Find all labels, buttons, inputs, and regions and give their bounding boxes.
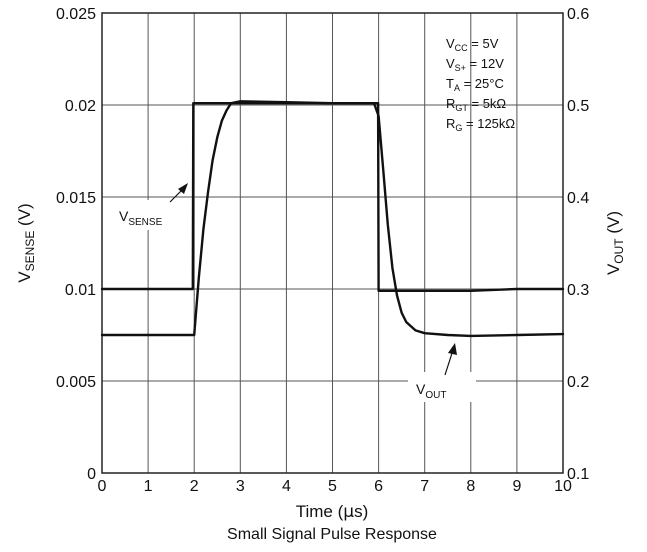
vsense-callout: VSENSE bbox=[112, 183, 188, 230]
x-tick-label: 5 bbox=[328, 478, 337, 495]
x-axis-title: Time (µs) bbox=[296, 502, 369, 522]
y-right-tick-label: 0.4 bbox=[567, 190, 589, 207]
y-axis-left-title: VSENSE (V) bbox=[15, 203, 37, 282]
x-tick-label: 0 bbox=[98, 478, 107, 495]
x-tick-label: 10 bbox=[554, 478, 572, 495]
condition-line: VS+ = 12V bbox=[446, 56, 504, 73]
vout-arrow-line bbox=[444, 349, 454, 376]
x-tick-label: 3 bbox=[236, 478, 245, 495]
y-left-tick-label: 0 bbox=[87, 466, 96, 483]
vout-arrow-head bbox=[448, 343, 457, 355]
x-tick-label: 9 bbox=[512, 478, 521, 495]
y-left-tick-label: 0.015 bbox=[56, 190, 96, 207]
tick-labels: 0 1 2 3 4 5 6 7 8 9 10 0 0.005 0.01 0.015 0.02 0.025 0.1 0… bbox=[56, 6, 589, 495]
y-right-tick-label: 0.2 bbox=[567, 374, 589, 391]
series-group bbox=[100, 100, 565, 338]
condition-line: RG = 125kΩ bbox=[446, 116, 515, 133]
x-tick-label: 7 bbox=[420, 478, 429, 495]
vout-callout-label: VOUT bbox=[416, 381, 446, 401]
y-left-tick-label: 0.01 bbox=[65, 282, 96, 299]
x-tick-label: 4 bbox=[282, 478, 291, 495]
y-right-tick-label: 0.1 bbox=[567, 466, 589, 483]
chart-caption: Small Signal Pulse Response bbox=[227, 526, 437, 543]
vout-callout: VOUT bbox=[408, 343, 476, 402]
x-tick-label: 8 bbox=[466, 478, 475, 495]
y-axis-right-title: VOUT (V) bbox=[604, 211, 626, 275]
vsense-arrow-head bbox=[178, 183, 188, 194]
y-right-tick-label: 0.6 bbox=[567, 6, 589, 23]
x-tick-label: 1 bbox=[144, 478, 153, 495]
vsense-callout-label: VSENSE bbox=[119, 208, 163, 228]
y-left-tick-label: 0.02 bbox=[65, 98, 96, 115]
y-right-tick-label: 0.3 bbox=[567, 282, 589, 299]
series-line-vout bbox=[100, 100, 565, 338]
vout-callout-bg bbox=[408, 372, 476, 402]
y-left-tick-label: 0.005 bbox=[56, 374, 96, 391]
x-tick-label: 6 bbox=[374, 478, 383, 495]
x-tick-label: 2 bbox=[190, 478, 199, 495]
condition-line: TA = 25°C bbox=[446, 76, 504, 93]
vsense-callout-bg bbox=[112, 200, 180, 230]
condition-line: VCC = 5V bbox=[446, 36, 499, 53]
plot-frame bbox=[101, 12, 564, 474]
test-conditions: VCC = 5V VS+ = 12V TA = 25°C RGT = 5kΩ RG = … bbox=[446, 36, 515, 133]
y-left-tick-label: 0.025 bbox=[56, 6, 96, 23]
condition-line: RGT = 5kΩ bbox=[446, 96, 506, 113]
y-right-tick-label: 0.5 bbox=[567, 98, 589, 115]
